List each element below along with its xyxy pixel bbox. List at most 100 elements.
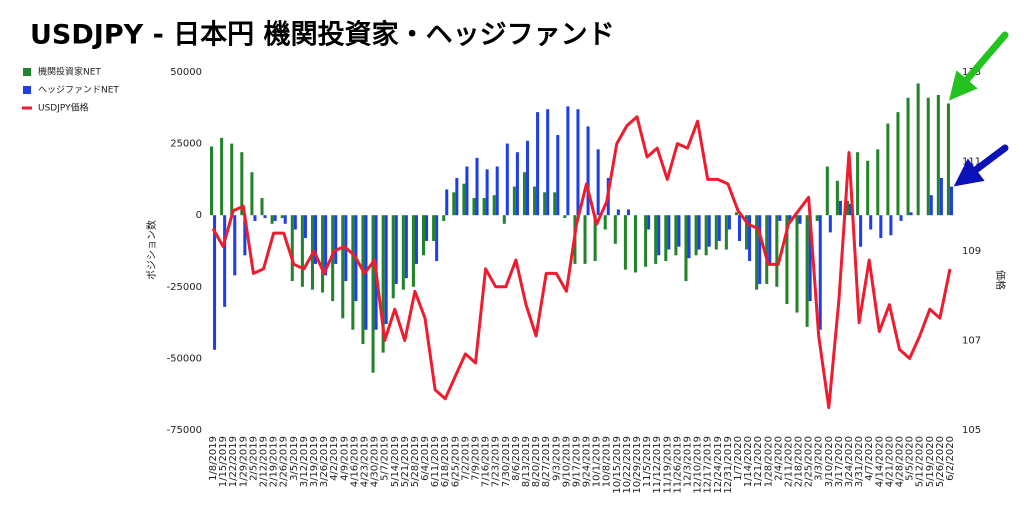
annotation-arrow: [953, 144, 1009, 187]
bar: [543, 192, 547, 216]
x-tick-label: 3/3/2020: [814, 436, 825, 481]
x-tick-label: 2/5/2019: [248, 436, 259, 481]
bar: [525, 140, 530, 216]
bar: [626, 209, 630, 216]
bar: [849, 203, 853, 216]
bar: [475, 157, 479, 216]
bar: [734, 212, 738, 216]
x-tick-label: 3/12/2019: [299, 436, 310, 487]
x-tick-label: 11/5/2019: [642, 436, 653, 487]
y-tick-label: -25000: [167, 282, 202, 293]
x-tick-label: 7/23/2019: [491, 436, 502, 487]
bar: [250, 172, 254, 216]
bar: [263, 215, 267, 219]
x-tick-label: 5/26/2020: [935, 436, 946, 487]
x-tick-label: 11/26/2019: [672, 436, 683, 494]
bar: [667, 215, 671, 250]
bar: [452, 192, 456, 216]
bar: [472, 198, 476, 216]
bar: [684, 215, 688, 282]
bar: [785, 215, 789, 304]
bar: [869, 215, 873, 230]
bar: [687, 215, 691, 259]
bar: [714, 215, 718, 250]
bar: [566, 106, 570, 216]
bar: [936, 94, 940, 216]
x-tick-label: 3/19/2019: [309, 436, 320, 487]
bar: [775, 215, 779, 287]
bar: [926, 97, 930, 216]
chart-title: USDJPY - 日本円 機関投資家・ヘッジファンド: [30, 19, 615, 51]
x-tick-label: 10/15/2019: [612, 436, 623, 494]
x-tick-label: 5/19/2020: [925, 436, 936, 487]
x-tick-label: 6/11/2019: [430, 436, 441, 487]
bar: [633, 215, 638, 273]
x-tick-label: 4/7/2020: [864, 436, 875, 481]
bar: [838, 200, 842, 216]
bar: [442, 215, 446, 221]
bar: [727, 215, 731, 230]
x-tick-label: 10/1/2019: [592, 436, 603, 487]
bar: [748, 215, 752, 262]
legend-label: ヘッジファンドNET: [38, 86, 119, 96]
bar: [623, 215, 627, 270]
plot-area: 50000 25000 0 -25000 -50000 -75000 105 107 109 11…: [167, 67, 982, 494]
x-tick-label: 1/15/2019: [218, 436, 229, 487]
x-tick-label: 8/20/2019: [531, 436, 542, 487]
x-tick-label: 3/10/2020: [824, 436, 835, 487]
bar: [351, 215, 355, 330]
bar: [425, 215, 429, 241]
bar: [724, 215, 728, 250]
bar: [482, 198, 486, 216]
bar: [563, 215, 567, 219]
x-tick-label: 7/2/2019: [460, 436, 471, 481]
x-tick-label: 6/2/2020: [945, 436, 956, 481]
x-tick-label: 2/4/2020: [773, 436, 784, 481]
x-tick-label: 4/9/2019: [339, 436, 350, 481]
bar: [896, 112, 900, 216]
bar: [273, 215, 277, 221]
bar: [613, 215, 617, 244]
x-tick-label: 1/8/2019: [208, 436, 219, 481]
bar: [805, 215, 809, 327]
bar: [603, 215, 607, 230]
x-tick-label: 6/18/2019: [440, 436, 451, 487]
bar: [300, 215, 304, 287]
bar: [341, 215, 345, 319]
price-line: [211, 115, 952, 410]
bar: [230, 143, 234, 216]
bar: [866, 160, 870, 216]
bar: [815, 215, 819, 221]
x-tick-label: 12/31/2019: [723, 436, 734, 494]
y2-tick-label: 107: [962, 336, 981, 347]
bar: [371, 215, 375, 373]
bar: [220, 137, 224, 216]
x-tick-label: 7/9/2019: [471, 436, 482, 481]
x-tick-label: 3/26/2019: [319, 436, 330, 487]
bar: [223, 215, 227, 307]
bar: [939, 177, 943, 216]
bar: [334, 215, 338, 264]
x-tick-label: 2/12/2019: [259, 436, 270, 487]
x-tick-label: 8/13/2019: [521, 436, 532, 487]
bar: [946, 103, 950, 216]
bar: [778, 215, 782, 221]
x-tick-label: 4/30/2019: [370, 436, 381, 487]
x-tick-label: 8/6/2019: [511, 436, 522, 481]
legend-swatch: [23, 86, 31, 94]
x-tick-label: 2/19/2019: [269, 436, 280, 487]
bar: [404, 215, 408, 279]
bar: [768, 215, 772, 264]
annotation-arrow: [948, 31, 1009, 101]
x-tick-label: 7/30/2019: [501, 436, 512, 487]
bar: [553, 192, 557, 216]
bar: [889, 215, 893, 236]
bar: [290, 215, 294, 282]
legend-label: 機関投資家NET: [38, 66, 101, 78]
bar: [859, 215, 863, 247]
bar: [818, 215, 822, 330]
x-tick-label: 7/16/2019: [481, 436, 492, 487]
y2-axis-label: 価格: [994, 270, 1007, 290]
y-tick-label: -75000: [167, 425, 202, 436]
bar: [916, 83, 920, 216]
